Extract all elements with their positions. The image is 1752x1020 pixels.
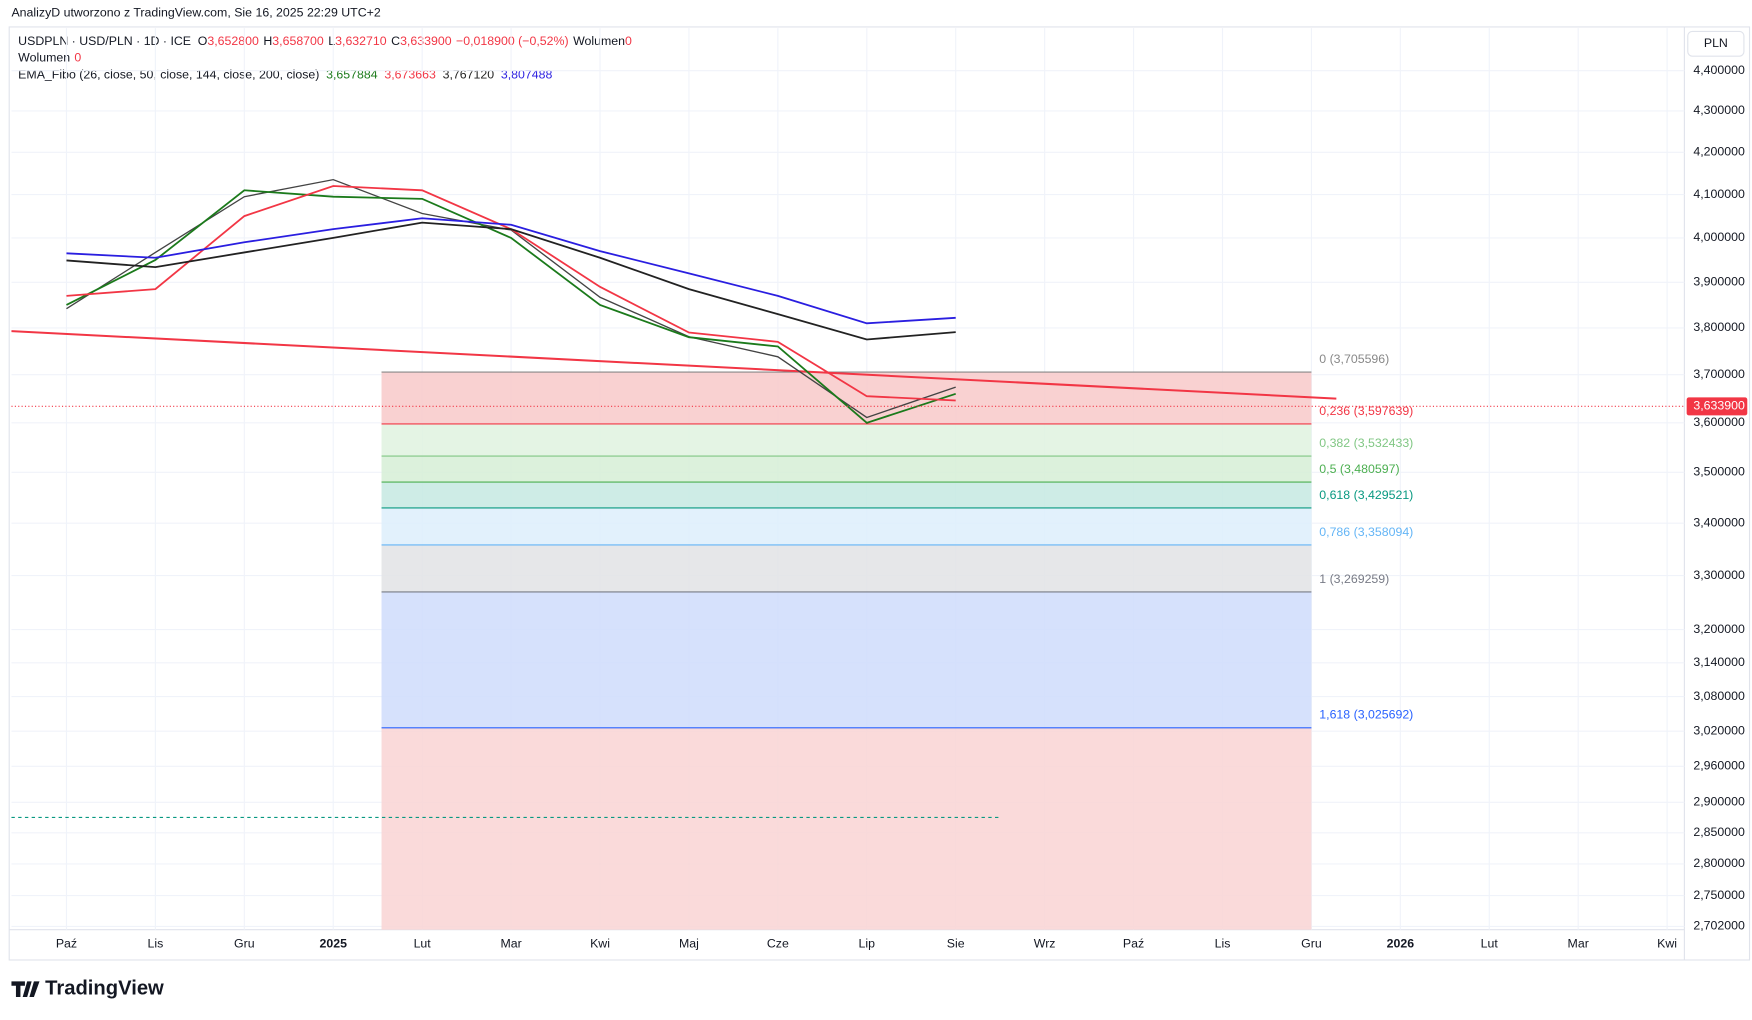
ohlc-part: 3,632710 xyxy=(335,34,387,48)
volume-value: 0 xyxy=(74,51,81,65)
last-price-box xyxy=(1686,397,1748,416)
y-tick-label: 3,020000 xyxy=(1693,723,1745,737)
ohlc-part: 3,633900 xyxy=(400,34,452,48)
x-tick-label: 2025 xyxy=(320,937,348,951)
x-tick-label: Gru xyxy=(234,937,255,951)
indicator-value: 3,767120 xyxy=(443,67,495,81)
fib-label: 1,618 (3,025692) xyxy=(1319,708,1413,722)
indicator-value: 3,673663 xyxy=(384,67,436,81)
ohlc-part: 3,652800 xyxy=(207,34,259,48)
fib-label: 0,236 (3,597639) xyxy=(1319,404,1413,418)
y-tick-label: 3,900000 xyxy=(1693,275,1745,289)
fib-label: 0,5 (3,480597) xyxy=(1319,462,1399,476)
frame xyxy=(8,26,1751,961)
y-tick-label: 2,850000 xyxy=(1693,825,1745,839)
logo-icon xyxy=(11,981,40,998)
caption: AnalizyD utworzono z TradingView.com, Si… xyxy=(11,6,380,20)
x-tick-label: Gru xyxy=(1301,937,1322,951)
x-tick-label: Lut xyxy=(1481,937,1499,951)
ohlc-part: L xyxy=(328,34,335,48)
fib-zone xyxy=(381,372,1312,424)
y-tick-label: 2,750000 xyxy=(1693,888,1745,902)
logo: TradingView xyxy=(45,978,164,1000)
volume-label: Wolumen xyxy=(573,34,625,48)
fib-label: 0,618 (3,429521) xyxy=(1319,488,1413,502)
y-tick-label: 4,100000 xyxy=(1693,187,1745,201)
x-tick-label: Maj xyxy=(679,937,699,951)
ohlc-part: O xyxy=(198,34,208,48)
x-tick-label: Lis xyxy=(1215,937,1231,951)
volume-label: Wolumen xyxy=(18,51,70,65)
indicator-value: 3,807488 xyxy=(501,67,553,81)
currency-button[interactable] xyxy=(1687,30,1745,57)
currency[interactable]: PLN xyxy=(1704,36,1728,50)
y-tick-label: 3,400000 xyxy=(1693,515,1745,529)
ema-line xyxy=(66,221,956,341)
fib-zone xyxy=(381,544,1312,592)
fib-label: 0,786 (3,358094) xyxy=(1319,525,1413,539)
x-tick-label: Lis xyxy=(148,937,164,951)
y-tick-label: 3,500000 xyxy=(1693,465,1745,479)
y-tick-label: 4,300000 xyxy=(1693,103,1745,117)
x-tick-label: Lip xyxy=(859,937,876,951)
x-tick-label: Paź xyxy=(56,937,77,951)
x-tick-label: Mar xyxy=(1568,937,1589,951)
fib-label: 1 (3,269259) xyxy=(1319,572,1389,586)
fib-zone xyxy=(381,727,1312,930)
fib-zone xyxy=(381,591,1312,728)
trendline xyxy=(11,330,1337,400)
y-tick-label: 3,300000 xyxy=(1693,568,1745,582)
fib-zone xyxy=(381,482,1312,508)
y-tick-label: 2,702000 xyxy=(1693,919,1745,933)
y-tick-label: 4,400000 xyxy=(1693,63,1745,77)
ohlc-part: 3,658700 xyxy=(272,34,324,48)
x-tick-label: Kwi xyxy=(1657,937,1677,951)
indicator: EMA_Fibo (26, close, 50, close, 144, clo… xyxy=(18,67,319,81)
x-tick-label: Lut xyxy=(414,937,432,951)
fib-zone xyxy=(381,507,1312,545)
x-tick-label: Mar xyxy=(500,937,521,951)
indicator-value: 3,657884 xyxy=(326,67,378,81)
y-tick-label: 2,800000 xyxy=(1693,856,1745,870)
fib-label: 0 (3,705596) xyxy=(1319,352,1389,366)
y-tick-label: 3,700000 xyxy=(1693,367,1745,381)
y-tick-label: 4,000000 xyxy=(1693,230,1745,244)
ohlc-part: −0,018900 (−0,52%) xyxy=(456,34,569,48)
x-tick-label: Cze xyxy=(767,937,789,951)
y-tick-label: 2,960000 xyxy=(1693,759,1745,773)
last-price-label: 3,633900 xyxy=(1693,399,1745,413)
ema-line xyxy=(66,217,956,325)
x-tick-label: Sie xyxy=(947,937,965,951)
symbol: USDPLN · USD/PLN · 1D · ICE xyxy=(18,34,191,48)
x-tick-label: Paź xyxy=(1123,937,1144,951)
y-tick-label: 3,140000 xyxy=(1693,655,1745,669)
x-tick-label: Wrz xyxy=(1034,937,1056,951)
y-tick-label: 3,200000 xyxy=(1693,622,1745,636)
y-tick-label: 4,200000 xyxy=(1693,145,1745,159)
y-tick-label: 3,800000 xyxy=(1693,320,1745,334)
fib-zone xyxy=(381,423,1312,457)
x-tick-label: Kwi xyxy=(590,937,610,951)
y-tick-label: 3,600000 xyxy=(1693,415,1745,429)
y-tick-label: 3,080000 xyxy=(1693,689,1745,703)
volume-value: 0 xyxy=(625,34,632,48)
x-tick-label: 2026 xyxy=(1387,937,1415,951)
y-tick-label: 2,900000 xyxy=(1693,795,1745,809)
ohlc-part: H xyxy=(263,34,272,48)
ohlc-part: C xyxy=(391,34,400,48)
ema-line xyxy=(66,189,956,424)
fib-label: 0,382 (3,532433) xyxy=(1319,436,1413,450)
fib-zone xyxy=(381,456,1312,483)
